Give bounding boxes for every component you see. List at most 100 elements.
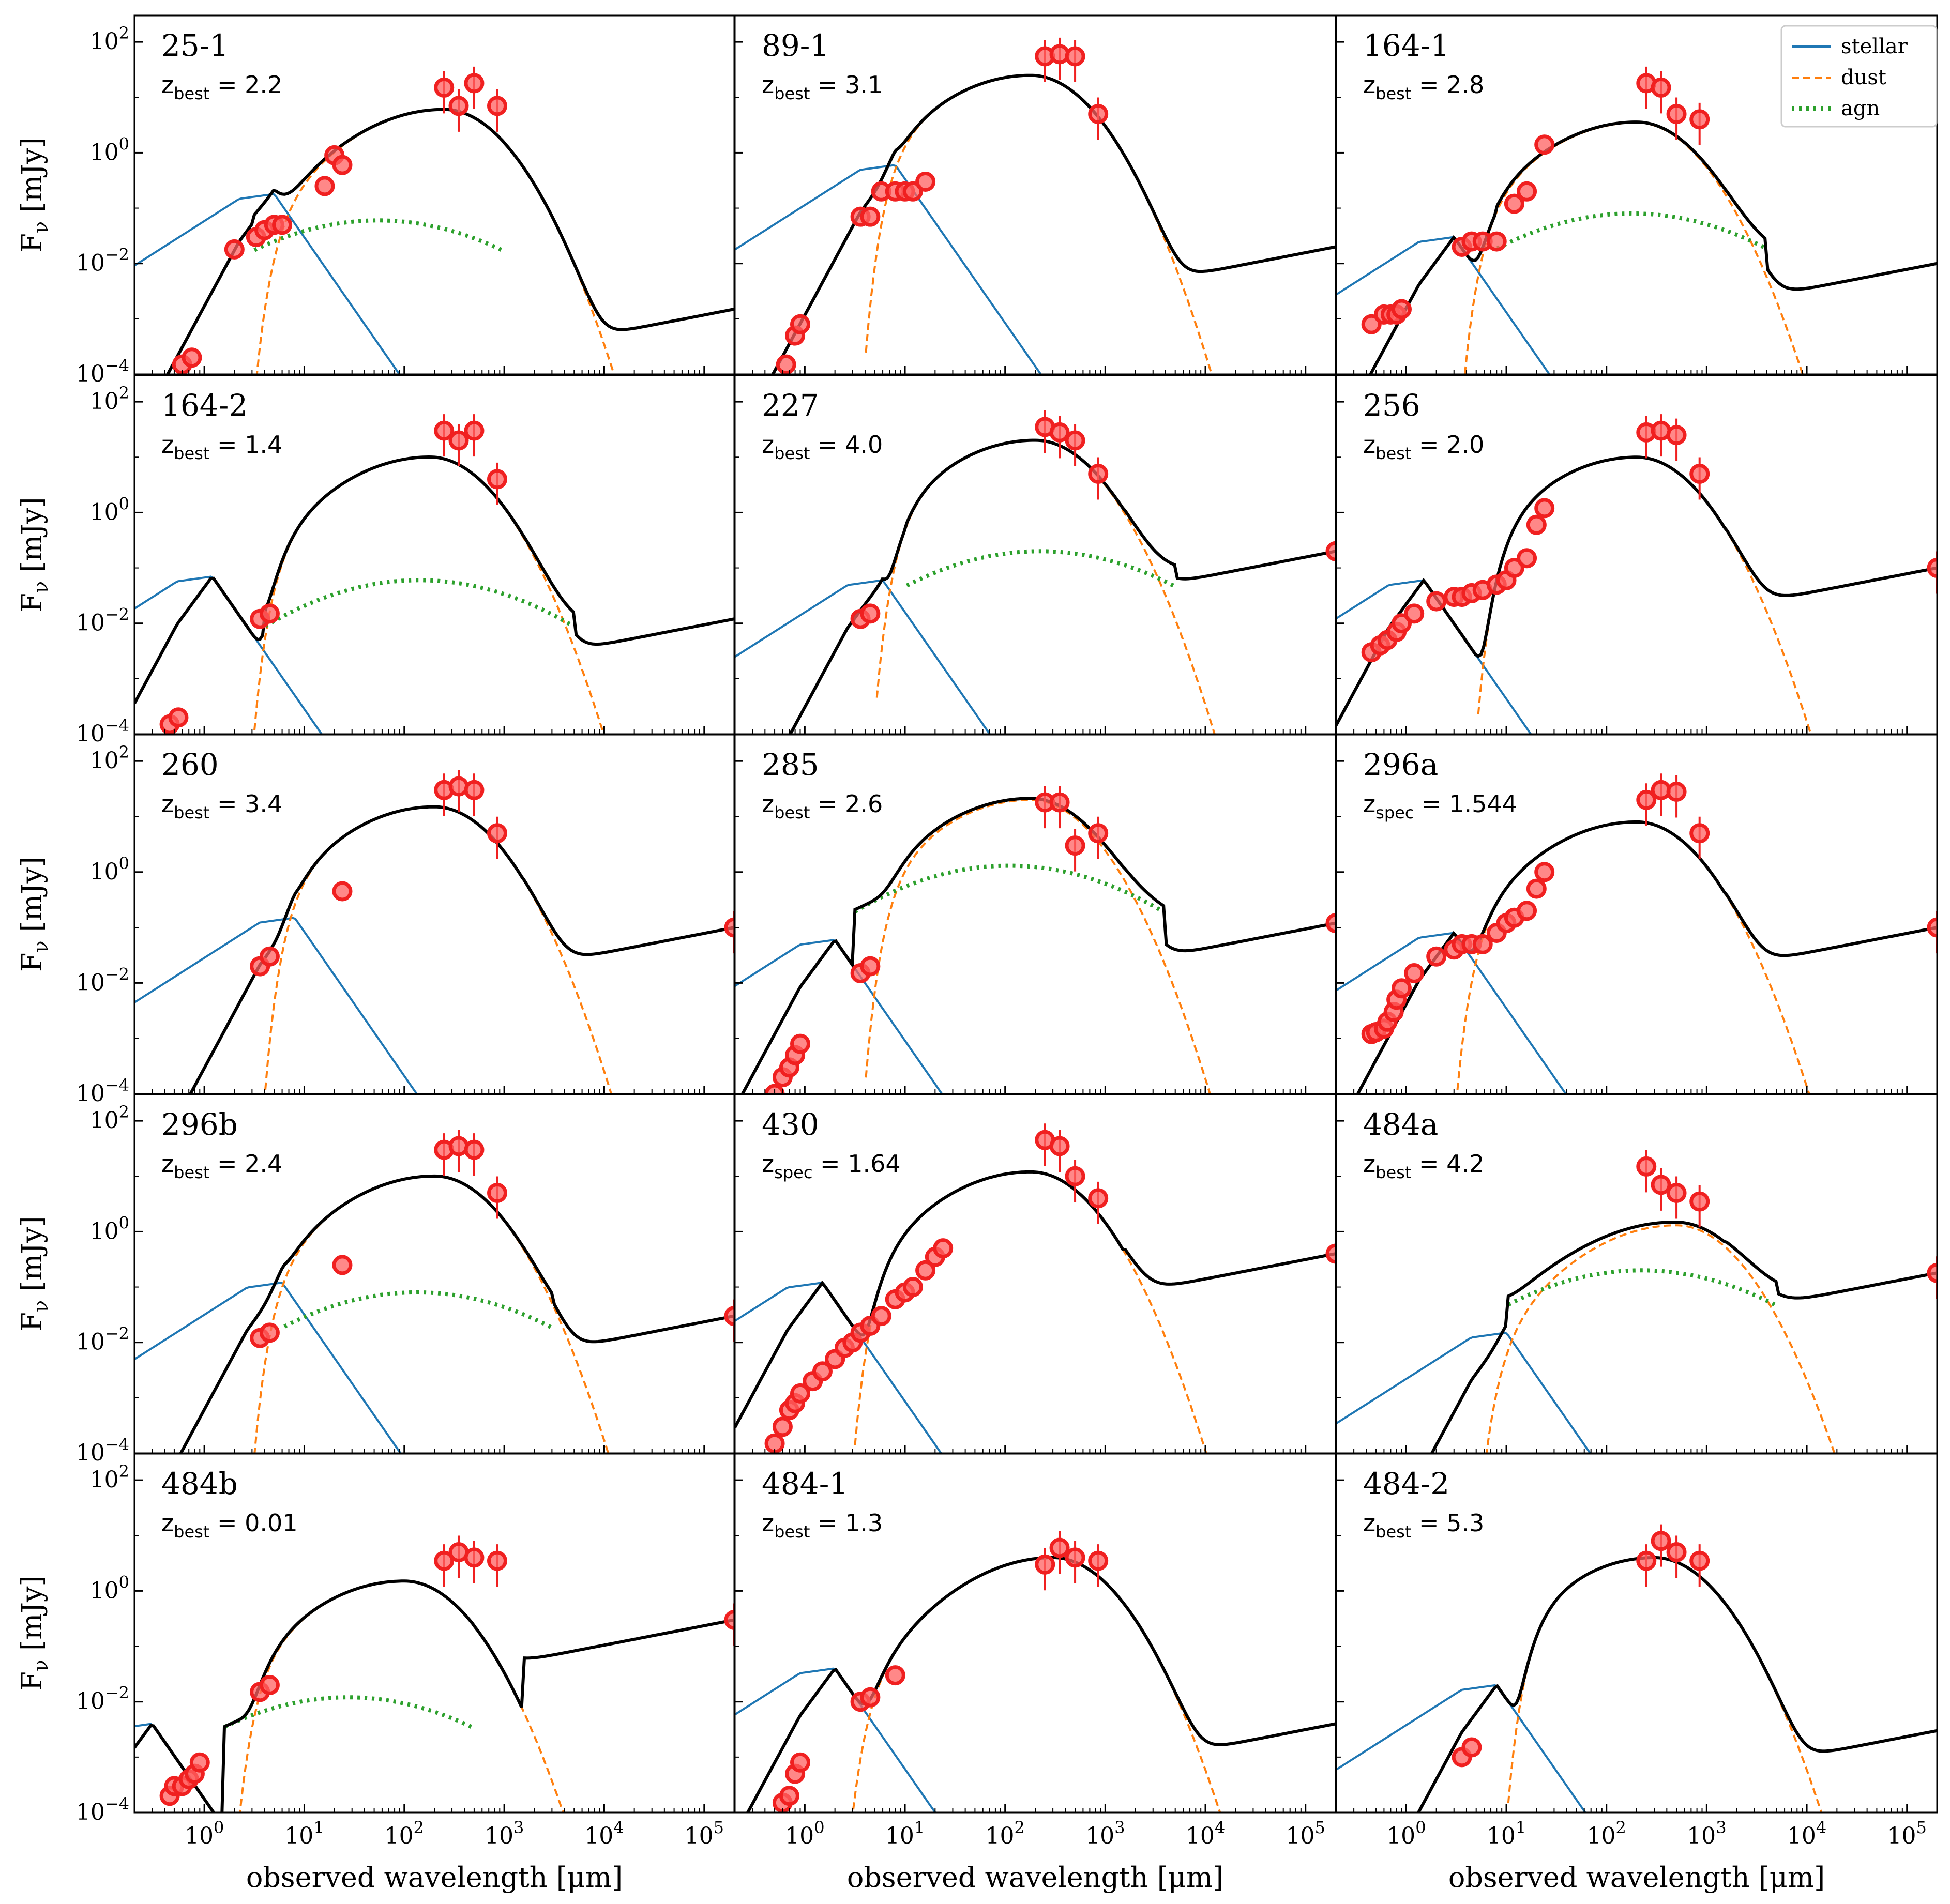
data-point — [448, 1129, 469, 1172]
panel-227: 227 zbest = 4.0 — [734, 374, 1337, 735]
total-model-curve — [188, 805, 734, 1094]
data-point — [1517, 901, 1537, 921]
plot-area — [1336, 66, 1937, 374]
data-point — [1049, 416, 1070, 459]
agn-curve — [264, 578, 575, 628]
panel-296b: 10−4 10−2 100 102 296b zbest = 2.4 — [76, 1093, 735, 1466]
panel-484b: 100 101 102 103 104 105 10−4 10−2 100 102 484b zbes… — [76, 1453, 735, 1849]
panel-25-1: 10−4 10−2 100 102 25-1 zbest = 2.2 — [76, 14, 735, 387]
x-ticks — [752, 726, 1307, 734]
plot-area — [735, 37, 1336, 374]
data-point — [902, 1277, 923, 1298]
y-axis-title: Fν [mJy] — [16, 857, 52, 972]
panel-296a: 296a zspec = 1.544 — [1335, 734, 1938, 1095]
y-ticks — [735, 760, 743, 1095]
agn-curve — [854, 863, 1165, 914]
x-ticks — [152, 1086, 705, 1094]
x-tick-label: 101 — [885, 1818, 925, 1849]
y-tick-label: 100 — [90, 1213, 129, 1244]
x-axis-title: observed wavelength [μm] — [847, 1861, 1223, 1894]
panel-id-label: 227 — [762, 388, 819, 423]
data-point — [464, 1541, 485, 1583]
data-point — [1065, 39, 1085, 82]
panel-frame — [1335, 1453, 1938, 1814]
panel-frame — [1335, 734, 1938, 1095]
dust-curve — [253, 456, 605, 734]
data-point — [812, 1361, 833, 1382]
x-tick-label: 100 — [1386, 1818, 1426, 1849]
y-axis-title: Fν [mJy] — [16, 1216, 52, 1331]
dust-curve — [1485, 1224, 1836, 1453]
y-tick-label: 102 — [90, 383, 129, 415]
total-model-curve — [1430, 1221, 1937, 1453]
data-point — [1035, 39, 1055, 82]
data-point — [224, 239, 245, 260]
y-tick-label: 102 — [90, 742, 129, 774]
data-point — [1504, 558, 1524, 578]
redshift-label: zbest = 3.4 — [161, 790, 282, 822]
redshift-label: zspec = 1.544 — [1363, 790, 1517, 822]
data-point — [860, 956, 881, 977]
data-point — [1689, 816, 1710, 859]
total-model-curve — [771, 73, 1336, 374]
panel-frame — [133, 14, 735, 375]
redshift-label: zbest = 2.2 — [161, 71, 282, 103]
data-point — [790, 314, 811, 334]
data-point — [1534, 862, 1555, 882]
total-model-curve — [134, 455, 734, 705]
plot-area — [735, 1123, 1336, 1453]
x-ticks: 100 101 102 103 104 105 — [1353, 1804, 1927, 1849]
data-point — [487, 89, 507, 132]
y-ticks: 10−4 10−2 100 102 — [76, 383, 143, 747]
x-ticks — [752, 366, 1307, 374]
panel-id-label: 164-2 — [161, 388, 248, 423]
y-tick-label: 102 — [90, 23, 129, 55]
y-ticks — [735, 401, 743, 735]
data-point — [915, 171, 936, 192]
y-axis-titles: Fν [mJy] Fν [mJy] Fν [mJy] Fν [mJy] Fν [mJy] — [16, 137, 52, 1690]
y-tick-label: 10−4 — [76, 1075, 129, 1107]
data-point — [434, 1133, 455, 1176]
data-point — [1392, 613, 1412, 634]
panel-id-label: 484a — [1363, 1107, 1438, 1142]
data-point — [487, 816, 507, 859]
total-model-curve — [735, 1170, 1336, 1428]
panel-484a: 484a zbest = 4.2 — [1335, 1093, 1938, 1454]
data-point — [1666, 97, 1687, 140]
data-point — [1426, 591, 1447, 612]
y-ticks — [1336, 1120, 1344, 1454]
data-point — [1404, 963, 1425, 984]
data-point — [1534, 134, 1555, 155]
y-tick-label: 102 — [90, 1102, 129, 1134]
panel-id-label: 430 — [762, 1107, 819, 1142]
data-point — [1325, 1237, 1336, 1280]
panel-id-label: 25-1 — [161, 28, 229, 63]
panel-484-1: 100 101 102 103 104 105 484-1 zbest = 1.3 — [734, 1453, 1337, 1849]
redshift-label: zspec = 1.64 — [762, 1150, 901, 1182]
x-axis-title: observed wavelength [μm] — [246, 1861, 623, 1894]
total-model-curve — [1356, 820, 1937, 1094]
y-ticks — [1336, 41, 1344, 375]
data-point — [448, 424, 469, 467]
plot-area — [1336, 1150, 1937, 1453]
x-ticks — [752, 1445, 1307, 1453]
data-point — [1517, 181, 1537, 202]
y-ticks — [735, 41, 743, 375]
data-point — [1088, 1181, 1109, 1224]
x-tick-label: 103 — [1687, 1818, 1726, 1849]
data-point — [772, 1416, 793, 1437]
panel-id-label: 296b — [161, 1107, 238, 1142]
y-ticks — [735, 1120, 743, 1454]
data-point — [1392, 978, 1412, 999]
panel-164-2: 10−4 10−2 100 102 164-2 zbest = 1.4 — [76, 374, 735, 747]
y-axis-title: Fν [mJy] — [16, 497, 52, 612]
data-point — [1049, 1129, 1070, 1172]
data-point — [1486, 231, 1507, 252]
panel-frame — [1335, 374, 1938, 735]
total-model-curve — [740, 797, 1336, 1094]
data-point — [724, 1299, 734, 1342]
x-axis-titles: observed wavelength [μm] observed wavelen… — [246, 1861, 1825, 1894]
y-ticks: 10−4 10−2 100 102 — [76, 1102, 143, 1466]
x-ticks: 100 101 102 103 104 105 — [152, 1804, 724, 1849]
